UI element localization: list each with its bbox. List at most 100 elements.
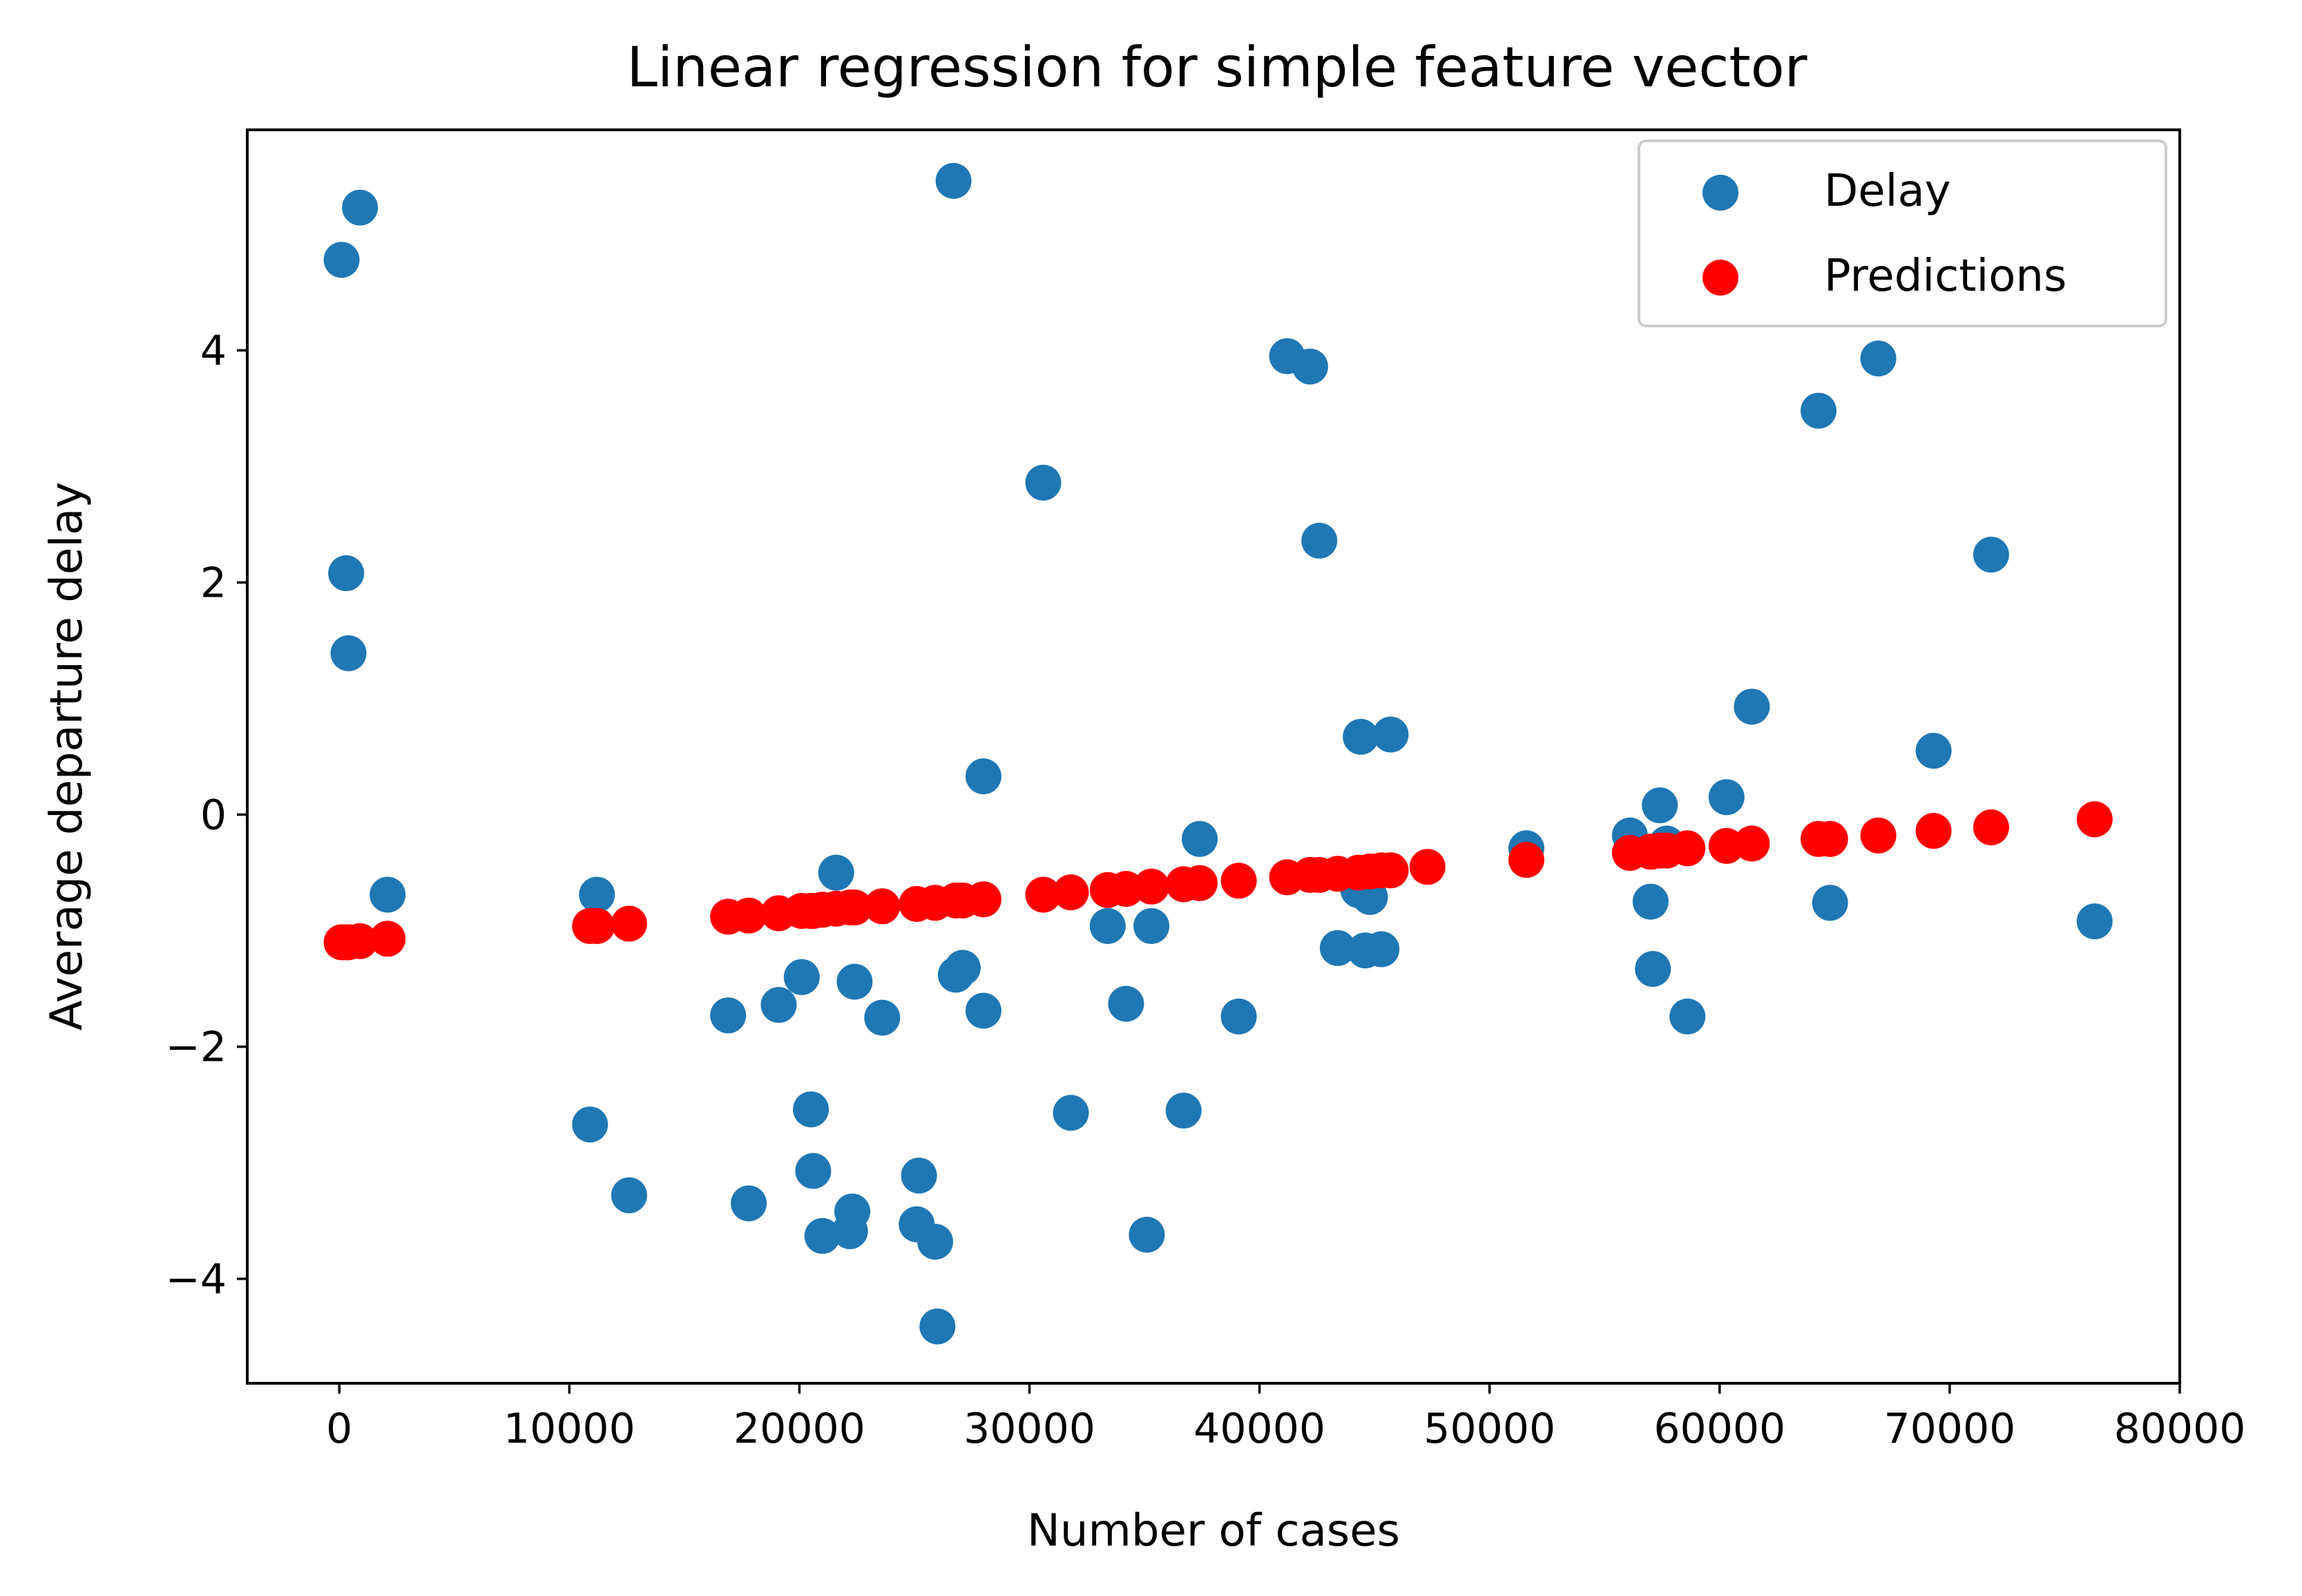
delay-point-41 (1319, 930, 1356, 966)
delay-point-59 (1860, 340, 1897, 377)
delay-point-34 (1133, 907, 1170, 944)
x-axis-ticks: 0 10000 20000 30000 40000 50000 60000 70000 8000… (326, 1383, 2245, 1453)
delay-point-2 (328, 555, 365, 591)
x-tick-label-8: 80000 (2114, 1405, 2246, 1453)
delay-point-23 (919, 1308, 956, 1345)
predictions-point-39 (1372, 852, 1409, 889)
predictions-point-54 (2076, 801, 2113, 838)
x-tick-label-6: 60000 (1653, 1405, 1785, 1453)
delay-point-4 (370, 876, 406, 913)
x-tick-label-5: 50000 (1423, 1405, 1555, 1453)
delay-point-13 (795, 1153, 832, 1189)
predictions-point-30 (1182, 865, 1218, 901)
delay-point-54 (1669, 998, 1706, 1035)
delay-point-40 (1301, 522, 1338, 559)
delay-point-60 (1915, 733, 1952, 769)
y-axis-ticks: −4 −2 0 2 4 (166, 327, 247, 1304)
chart-title: Linear regression for simple feature vec… (626, 35, 1807, 99)
x-tick-label-1: 10000 (503, 1405, 635, 1453)
delay-point-39 (1292, 348, 1328, 385)
predictions-point-53 (1973, 809, 2009, 845)
y-tick-label-2: 0 (200, 791, 227, 840)
delay-point-36 (1182, 820, 1218, 857)
series-predictions (323, 801, 2113, 961)
delay-point-7 (611, 1177, 647, 1213)
delay-point-57 (1801, 392, 1836, 429)
predictions-point-31 (1220, 863, 1257, 899)
delay-point-17 (834, 1193, 870, 1230)
delay-point-37 (1220, 998, 1257, 1035)
predictions-point-17 (836, 890, 873, 925)
delay-point-32 (1108, 986, 1144, 1022)
delay-point-50 (1632, 883, 1669, 920)
predictions-point-3 (342, 923, 378, 959)
delay-point-9 (731, 1185, 767, 1222)
x-tick-label-0: 0 (326, 1405, 352, 1453)
delay-point-8 (710, 997, 747, 1034)
delay-point-24 (935, 162, 972, 199)
delay-point-30 (1053, 1095, 1089, 1131)
y-axis-label: Average departure delay (41, 482, 93, 1030)
predictions-point-9 (731, 897, 767, 934)
delay-point-58 (1812, 885, 1848, 921)
plot-area (247, 130, 2180, 1383)
delay-point-29 (1025, 464, 1062, 501)
predictions-point-4 (370, 921, 406, 957)
delay-point-19 (864, 999, 901, 1036)
predictions-point-50 (1812, 820, 1848, 857)
delay-point-11 (783, 959, 820, 995)
predictions-point-41 (1508, 842, 1544, 878)
predictions-point-6 (579, 907, 615, 944)
predictions-point-25 (1053, 874, 1089, 911)
predictions-point-46 (1669, 830, 1706, 867)
delay-point-56 (1734, 689, 1770, 725)
predictions-point-48 (1734, 825, 1770, 862)
x-axis-label: Number of cases (1027, 1506, 1400, 1557)
delay-point-0 (323, 242, 360, 278)
delay-point-51 (1635, 951, 1671, 987)
delay-point-61 (1973, 537, 2009, 573)
legend: Delay Predictions (1638, 140, 2167, 327)
predictions-point-24 (1025, 876, 1062, 913)
legend-marker-predictions (1702, 260, 1738, 296)
delay-point-5 (572, 1106, 608, 1143)
legend-box (1638, 140, 2167, 327)
delay-point-6 (579, 876, 615, 913)
delay-point-22 (917, 1224, 953, 1260)
y-tick-label-3: 2 (200, 559, 227, 607)
predictions-point-52 (1915, 813, 1952, 849)
delay-point-1 (342, 189, 378, 226)
delay-point-26 (944, 950, 981, 986)
delay-point-62 (2076, 903, 2113, 940)
y-tick-label-1: −2 (166, 1023, 227, 1072)
plot-frame (246, 128, 2181, 1385)
delay-point-55 (1708, 779, 1745, 816)
delay-point-43 (1343, 718, 1379, 755)
x-tick-label-4: 40000 (1193, 1405, 1325, 1453)
delay-point-47 (1372, 716, 1409, 753)
delay-point-46 (1363, 931, 1400, 968)
plot-background (247, 130, 2180, 1383)
predictions-point-18 (864, 888, 901, 925)
data-points (323, 162, 2113, 1345)
series-delay (323, 162, 2113, 1345)
delay-point-14 (804, 1218, 841, 1254)
y-tick-label-4: 4 (200, 327, 227, 375)
predictions-point-23 (965, 881, 1001, 918)
delay-point-31 (1089, 907, 1126, 944)
delay-point-33 (1129, 1216, 1165, 1253)
legend-label-predictions: Predictions (1824, 251, 2066, 302)
y-tick-label-0: −4 (166, 1256, 227, 1304)
legend-label-delay: Delay (1824, 166, 1951, 217)
delay-point-12 (793, 1091, 829, 1128)
delay-point-28 (965, 992, 1001, 1029)
predictions-point-40 (1409, 849, 1446, 885)
predictions-point-7 (611, 905, 647, 942)
delay-point-10 (760, 987, 797, 1023)
delay-point-35 (1165, 1093, 1202, 1129)
legend-marker-delay (1702, 175, 1738, 211)
delay-point-3 (330, 635, 367, 671)
predictions-point-28 (1133, 868, 1170, 905)
delay-point-20 (901, 1157, 937, 1194)
